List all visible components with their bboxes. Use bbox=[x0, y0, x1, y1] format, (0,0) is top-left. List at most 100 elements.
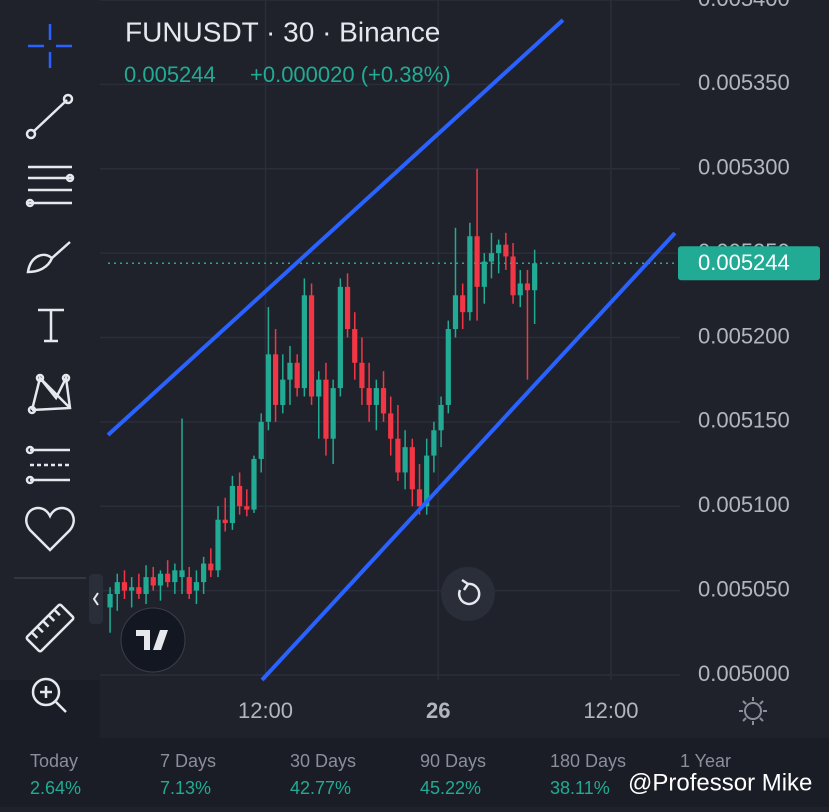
candle-body bbox=[330, 388, 336, 439]
price-change: +0.000020 (+0.38%) bbox=[250, 62, 451, 87]
last-price-tag bbox=[678, 246, 820, 281]
candle-body bbox=[474, 236, 480, 287]
candle-body bbox=[301, 295, 307, 389]
candle-body bbox=[416, 489, 423, 507]
plot: 0.0054000.0053500.0053000.0052500.005200… bbox=[100, 0, 820, 723]
candle-body bbox=[402, 447, 408, 473]
stats-bar bbox=[0, 738, 829, 807]
candle-body bbox=[496, 244, 502, 254]
candle-body bbox=[208, 563, 214, 571]
candle-body bbox=[222, 519, 228, 524]
candle-body bbox=[337, 286, 343, 389]
candle-body bbox=[352, 329, 358, 363]
logo-mark bbox=[136, 630, 168, 650]
symbol-title: FUNUSDT · 30 · Binance bbox=[125, 16, 440, 47]
candle-body bbox=[107, 593, 113, 608]
collapse-toolbar[interactable] bbox=[89, 574, 103, 624]
y-tick-label: 0.005300 bbox=[698, 155, 790, 180]
candle-body bbox=[280, 379, 286, 405]
zoom-tool[interactable] bbox=[31, 677, 67, 713]
period-change: 2.64% bbox=[30, 778, 81, 798]
candle-body bbox=[294, 362, 300, 389]
x-tick-label: 26 bbox=[426, 698, 450, 723]
reset-button[interactable] bbox=[441, 567, 495, 621]
ruler-tool[interactable] bbox=[25, 603, 75, 653]
brush-tool[interactable] bbox=[26, 241, 71, 274]
period-change: 7.13% bbox=[160, 778, 211, 798]
candle-body bbox=[237, 485, 243, 507]
y-tick-label: 0.005050 bbox=[698, 576, 790, 601]
settings-button[interactable] bbox=[739, 697, 767, 725]
prediction-tool[interactable] bbox=[25, 445, 70, 485]
candle-body bbox=[323, 379, 329, 439]
candle-body bbox=[467, 236, 473, 313]
fib-tool[interactable] bbox=[25, 165, 75, 208]
favorites-tool[interactable] bbox=[25, 506, 75, 552]
candle-body bbox=[409, 447, 415, 490]
candle-body bbox=[193, 582, 200, 591]
pattern-tool[interactable] bbox=[27, 373, 72, 415]
candle-body bbox=[388, 413, 394, 439]
candle-body bbox=[503, 244, 509, 257]
x-tick-label: 12:00 bbox=[583, 698, 638, 723]
candle-body bbox=[229, 485, 236, 524]
candle-body bbox=[380, 388, 387, 414]
period-change: 38.11% bbox=[550, 778, 610, 798]
crosshair-tool[interactable] bbox=[28, 24, 72, 68]
reset-icon bbox=[458, 578, 481, 606]
candle-body bbox=[510, 256, 516, 296]
candle-body bbox=[308, 295, 315, 397]
period-label: 7 Days bbox=[160, 751, 216, 771]
toolbar-bottom bbox=[0, 680, 100, 738]
candle-body bbox=[186, 577, 192, 594]
y-tick-label: 0.005100 bbox=[698, 492, 790, 517]
candle-body bbox=[272, 354, 279, 405]
period-change: 45.22% bbox=[420, 778, 481, 798]
candle-body bbox=[201, 563, 207, 583]
period-label: 180 Days bbox=[550, 751, 626, 771]
candle-body bbox=[359, 362, 365, 389]
candle-body bbox=[129, 587, 135, 591]
candle-body bbox=[143, 577, 149, 594]
last-price: 0.005244 bbox=[124, 62, 216, 87]
candle-body bbox=[488, 253, 495, 262]
candle-body bbox=[114, 582, 120, 594]
period-change: 42.77% bbox=[290, 778, 351, 798]
candle-body bbox=[179, 570, 185, 578]
watermark: @Professor Mike bbox=[628, 769, 812, 796]
candle-body bbox=[532, 263, 538, 291]
performance: Today 2.64% 7 Days 7.13% 30 Days 42.77% 90 Day… bbox=[30, 751, 731, 798]
candle-body bbox=[395, 438, 401, 473]
candle-body bbox=[424, 455, 430, 507]
candle-body bbox=[244, 506, 250, 510]
candle-body bbox=[344, 286, 351, 330]
channel-upper[interactable] bbox=[106, 18, 565, 437]
candle-body bbox=[215, 519, 221, 571]
trend-line-tool[interactable] bbox=[25, 93, 74, 140]
candle-body bbox=[136, 587, 142, 594]
toolbar bbox=[14, 24, 86, 713]
channel-lower[interactable] bbox=[260, 231, 677, 682]
last-price-label: 0.005244 bbox=[698, 250, 790, 275]
candle-body bbox=[172, 570, 178, 583]
candle-body bbox=[165, 573, 171, 583]
candle-body bbox=[287, 362, 293, 380]
candle-body bbox=[431, 430, 437, 456]
x-tick-label: 12:00 bbox=[238, 698, 293, 723]
candle-body bbox=[460, 295, 466, 313]
candle-body bbox=[517, 283, 523, 296]
candle-body bbox=[316, 379, 322, 397]
candle-body bbox=[150, 577, 156, 586]
y-tick-label: 0.005200 bbox=[698, 323, 790, 348]
candle-body bbox=[157, 573, 164, 586]
collapse-arrow bbox=[92, 592, 99, 606]
candle-body bbox=[366, 388, 372, 405]
candle-body bbox=[452, 295, 459, 330]
candle-body bbox=[445, 329, 451, 405]
text-tool[interactable] bbox=[38, 308, 64, 343]
period-label: 90 Days bbox=[420, 751, 486, 771]
candle-body bbox=[121, 582, 128, 591]
period-label: 1 Year bbox=[680, 751, 731, 771]
tradingview-logo[interactable] bbox=[120, 607, 186, 673]
